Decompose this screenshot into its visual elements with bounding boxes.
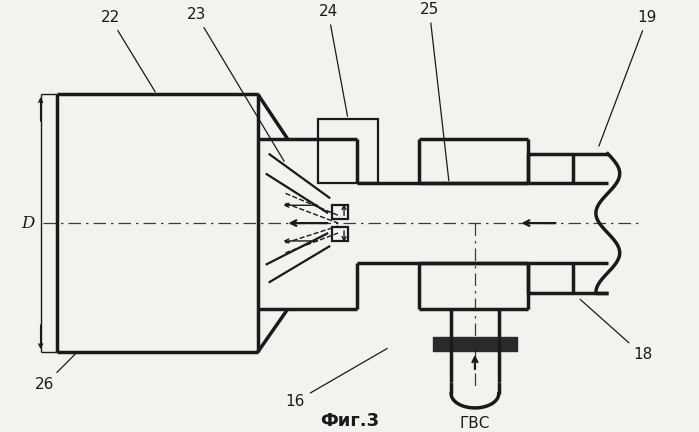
Text: 26: 26 bbox=[35, 354, 75, 392]
Text: 22: 22 bbox=[101, 10, 155, 92]
Text: 25: 25 bbox=[419, 3, 449, 181]
Text: 18: 18 bbox=[580, 299, 652, 362]
Text: 24: 24 bbox=[319, 4, 347, 116]
Bar bbox=[332, 205, 348, 219]
Text: 23: 23 bbox=[187, 7, 284, 161]
Bar bbox=[332, 227, 348, 241]
Bar bbox=[433, 337, 517, 351]
Text: Фиг.3: Фиг.3 bbox=[320, 413, 380, 430]
Text: D: D bbox=[21, 215, 34, 232]
Text: 16: 16 bbox=[286, 349, 387, 409]
Text: 19: 19 bbox=[599, 10, 657, 146]
Text: ГВС: ГВС bbox=[460, 416, 490, 431]
Bar bbox=[318, 119, 377, 184]
